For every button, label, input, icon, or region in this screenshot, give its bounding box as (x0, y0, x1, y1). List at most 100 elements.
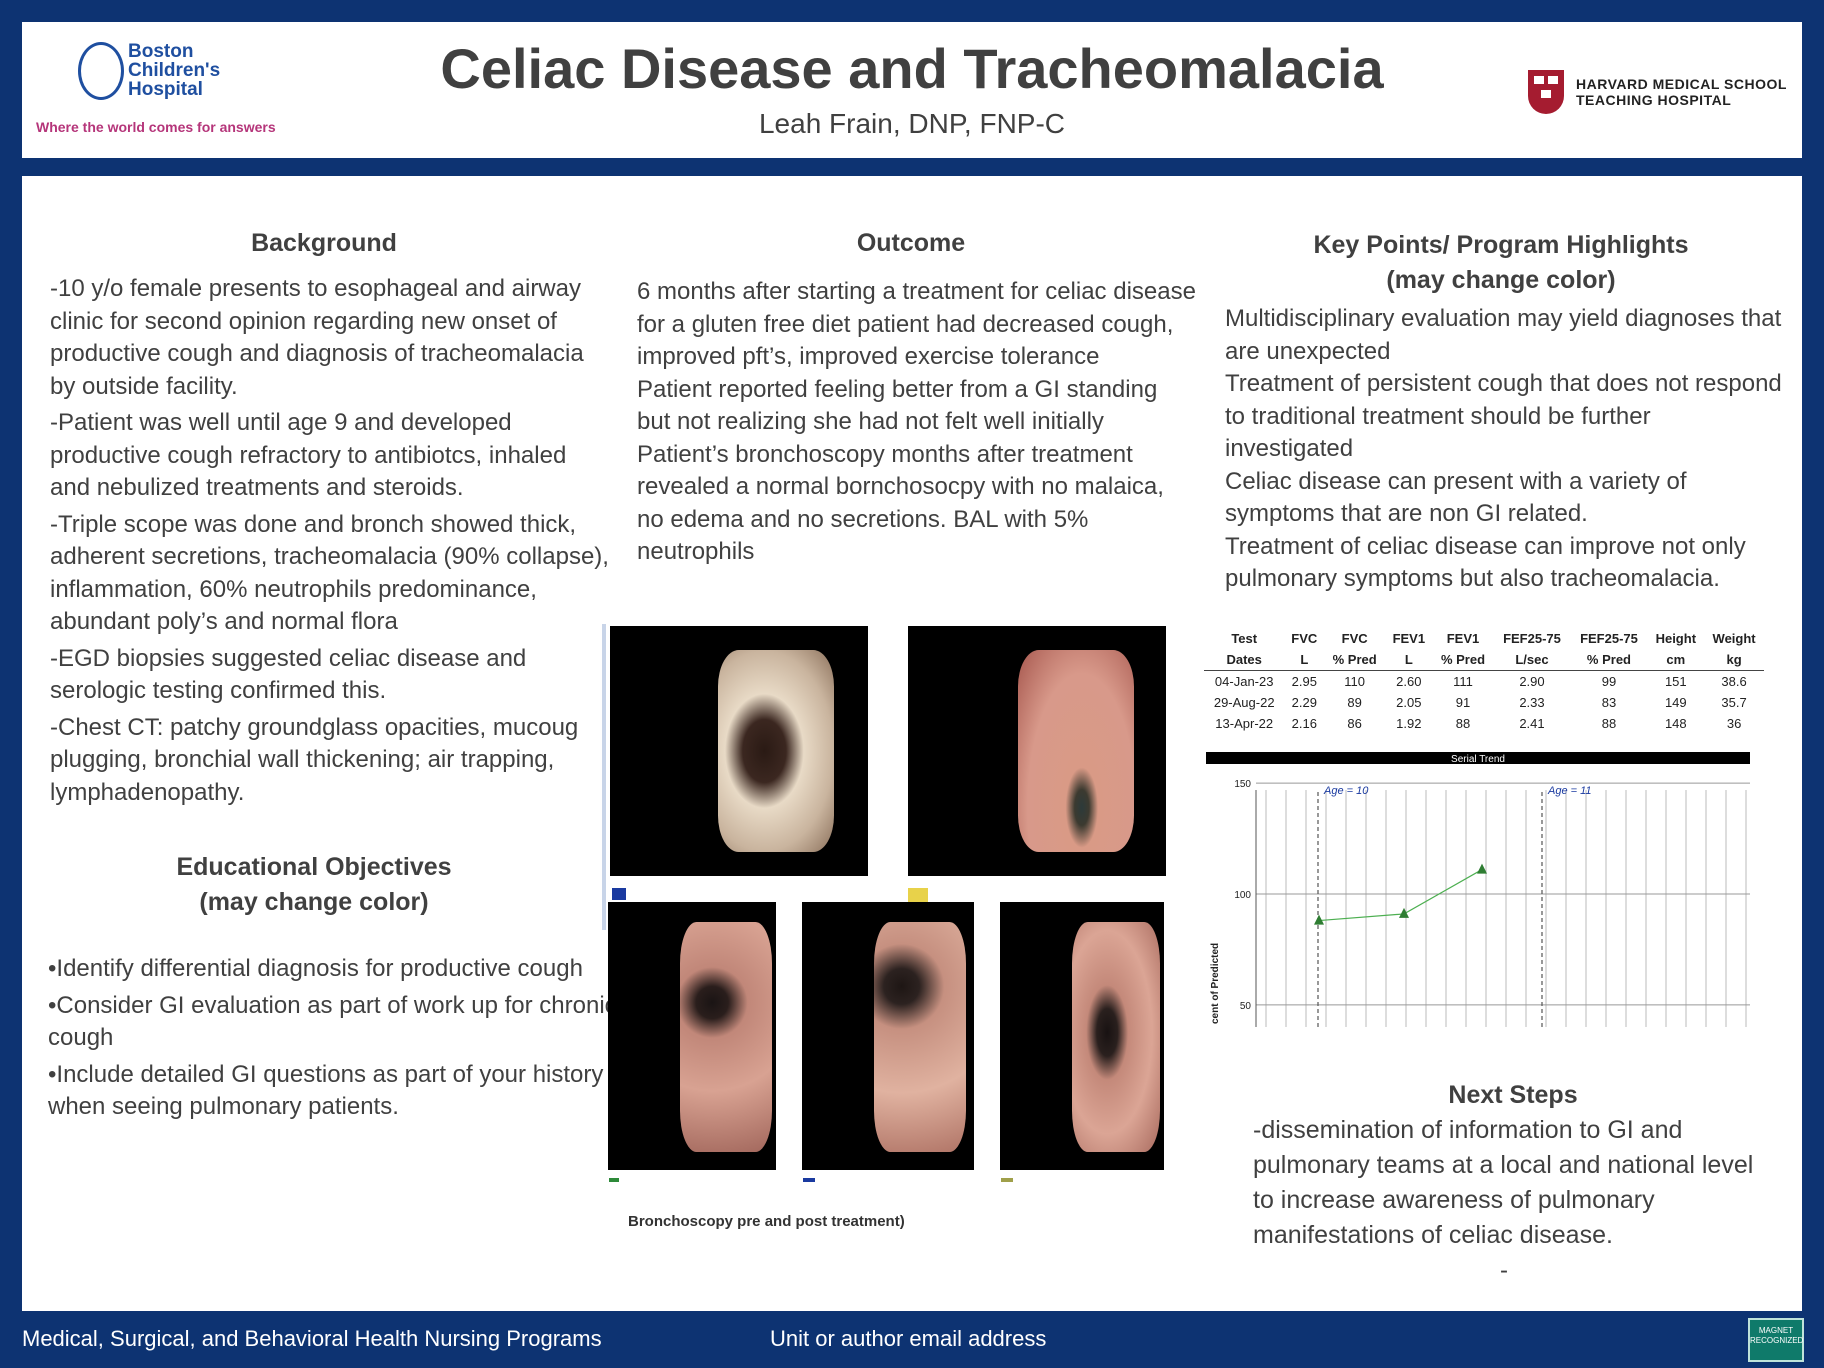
table-cell: 89 (1347, 695, 1362, 710)
table-header: FEV1 (1392, 631, 1426, 646)
harvard-shield-icon (1528, 70, 1564, 114)
image-marker (803, 1178, 815, 1182)
key-points-heading-line-2: (may change color) (1386, 266, 1616, 294)
next-steps-dash: - (1500, 1257, 1508, 1284)
figure-caption: Bronchoscopy pre and post treatment) (628, 1213, 905, 1230)
chart-annotation: Age = 11 (1547, 785, 1592, 797)
poster-title: Celiac Disease and Tracheomalacia (440, 37, 1384, 100)
table-header: Height (1655, 631, 1697, 646)
harvard-line-1: HARVARD MEDICAL SCHOOL (1576, 76, 1787, 92)
logo-line-3: Hospital (128, 79, 203, 100)
background-paragraph: -10 y/o female presents to esophageal an… (50, 275, 584, 400)
chart-y-axis-label: cent of Predicted (1210, 943, 1221, 1024)
objectives-heading-line-2: (may change color) (199, 888, 429, 916)
background-paragraph: -Chest CT: patchy groundglass opacities,… (50, 713, 579, 806)
serial-trend-chart: Serial Trend 50 100 150 Age = 10 Age = 11 ce… (1206, 752, 1750, 1027)
table-cell: 91 (1455, 695, 1471, 710)
chart-data-point (1477, 863, 1487, 874)
table-cell: 2.60 (1396, 674, 1422, 689)
bronchoscopy-image-post-3 (1000, 902, 1164, 1170)
objective-item: •Consider GI evaluation as part of work … (48, 991, 617, 1052)
key-point: Treatment of celiac disease can improve … (1225, 532, 1746, 593)
table-header: L (1404, 652, 1413, 667)
key-points-section: Multidisciplinary evaluation may yield d… (1225, 303, 1785, 596)
harvard-logo-text: HARVARD MEDICAL SCHOOL TEACHING HOSPITAL (1576, 76, 1787, 108)
table-row: 13-Apr-22 2.16 86 1.92 88 2.41 88 148 36 (1204, 713, 1764, 734)
outcome-heading: Outcome (856, 229, 966, 257)
logo-line-1: Boston (128, 41, 194, 62)
key-point: Multidisciplinary evaluation may yield d… (1225, 305, 1782, 365)
objectives-heading-line-1: Educational Objectives (176, 853, 452, 881)
table-header-row: Test FVC FVC FEV1 FEV1 FEF25-75 FEF25-75… (1204, 628, 1764, 649)
table-cell: 2.33 (1519, 695, 1545, 710)
objectives-heading: Educational Objectives (may change color… (44, 850, 584, 920)
table-cell: 2.05 (1396, 695, 1422, 710)
table-row: 04-Jan-23 2.95 110 2.60 111 2.90 99 151 … (1204, 671, 1764, 693)
chart-data-point (1314, 914, 1324, 925)
table-cell: 88 (1455, 716, 1471, 731)
table-header: FEV1 (1446, 631, 1480, 646)
background-heading: Background (251, 229, 397, 257)
table-cell: 88 (1601, 716, 1617, 731)
bronchoscopy-image-post-1 (608, 902, 776, 1170)
key-point: Treatment of persistent cough that does … (1225, 370, 1782, 462)
background-paragraph: -Patient was well until age 9 and develo… (50, 409, 567, 501)
next-steps-text: -dissemination of information to GI and … (1253, 1116, 1754, 1249)
pft-results-table: Test FVC FVC FEV1 FEV1 FEF25-75 FEF25-75… (1204, 628, 1764, 734)
table-cell: 13-Apr-22 (1215, 716, 1274, 731)
header-band (22, 22, 1802, 158)
table-header: L (1300, 652, 1309, 667)
table-header-row: Dates L % Pred L % Pred L/sec % Pred cm … (1204, 649, 1764, 671)
objective-item: •Identify differential diagnosis for pro… (48, 955, 583, 982)
table-header: % Pred (1586, 652, 1631, 667)
outcome-section: 6 months after starting a treatment for … (637, 276, 1197, 569)
table-header: Weight (1712, 631, 1756, 646)
logo-line-2: Children's (128, 60, 221, 81)
bronchoscopy-image-post-2 (802, 902, 974, 1170)
image-marker (612, 888, 626, 900)
background-paragraph: -EGD biopsies suggested celiac disease a… (50, 644, 527, 705)
table-cell: 2.41 (1519, 716, 1545, 731)
table-header: Test (1231, 631, 1258, 646)
key-points-heading-line-1: Key Points/ Program Highlights (1313, 231, 1689, 259)
bronchoscopy-image-pre-1 (610, 626, 868, 876)
chart-title: Serial Trend (1451, 754, 1505, 765)
table-header: % Pred (1440, 652, 1486, 667)
table-cell: 04-Jan-23 (1214, 674, 1274, 689)
table-header: FEF25-75 (1580, 631, 1638, 646)
table-cell: 151 (1664, 674, 1687, 689)
chart-y-tick-label: 50 (1240, 1001, 1252, 1012)
next-steps-heading: Next Steps (1448, 1081, 1578, 1109)
table-cell: 38.6 (1721, 674, 1747, 689)
outcome-paragraph: Patient’s bronchoscopy months after trea… (637, 440, 1164, 566)
table-cell: 2.29 (1291, 695, 1317, 710)
table-header: Dates (1226, 652, 1262, 667)
table-cell: 1.92 (1396, 716, 1422, 731)
table-cell: 2.16 (1291, 716, 1317, 731)
table-header: L/sec (1515, 652, 1549, 667)
harvard-line-2: TEACHING HOSPITAL (1576, 92, 1732, 108)
background-section: -10 y/o female presents to esophageal an… (50, 273, 610, 813)
table-header: FEF25-75 (1503, 631, 1561, 646)
magnet-badge-icon: MAGNET RECOGNIZED (1748, 1318, 1804, 1362)
background-paragraph: -Triple scope was done and bronch showed… (50, 510, 609, 636)
image-marker (609, 1178, 619, 1182)
outcome-paragraph: Patient reported feeling better from a G… (637, 375, 1158, 436)
boston-childrens-logo-icon (78, 42, 124, 100)
chart-title-bar (1206, 752, 1750, 764)
chart-grid (1255, 782, 1750, 1027)
table-cell: 148 (1664, 716, 1687, 731)
table-cell: 35.7 (1721, 695, 1747, 710)
logo-tagline: Where the world comes for answers (36, 119, 276, 135)
table-cell: 86 (1347, 716, 1362, 731)
chart-data-point (1399, 907, 1409, 918)
bronchoscopy-image-pre-2 (908, 626, 1166, 876)
image-border (602, 624, 606, 930)
key-point: Celiac disease can present with a variet… (1225, 467, 1687, 528)
chart-marks: 50 100 150 Age = 10 Age = 11 (1234, 779, 1591, 1012)
key-points-heading: Key Points/ Program Highlights (may chan… (1226, 228, 1776, 298)
footer-programs: Medical, Surgical, and Behavioral Health… (22, 1326, 602, 1351)
table-header: % Pred (1332, 652, 1377, 667)
chart-y-tick-label: 150 (1234, 779, 1251, 790)
table-cell: 111 (1453, 674, 1473, 689)
